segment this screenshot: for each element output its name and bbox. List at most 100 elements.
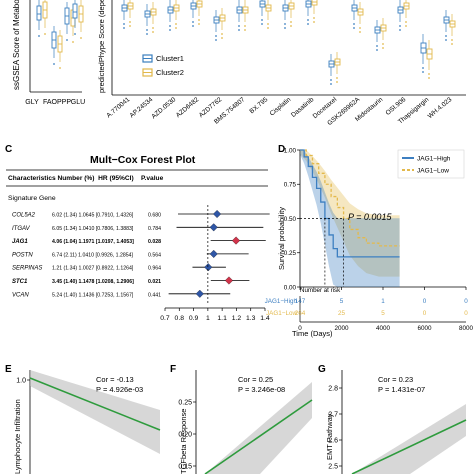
panel-b-outlier — [307, 19, 309, 21]
panel-b-outlier — [129, 21, 131, 23]
forest-gene-label: SERPINAS — [12, 266, 42, 272]
panel-e-ci-band — [30, 370, 160, 454]
panel-e-y-tick-label: 1.0 — [16, 378, 26, 385]
risk-count: 0 — [464, 310, 468, 317]
km-x-tick-label: 4000 — [376, 325, 391, 332]
panel-b-outlier — [284, 27, 286, 29]
panel-b-outlier — [192, 25, 194, 27]
risk-row-label: JAG1−High — [265, 298, 298, 305]
panel-b-outlier — [221, 37, 223, 39]
panel-g-letter: G — [318, 364, 326, 375]
panel-d-letter: D — [278, 144, 285, 155]
risk-count: 25 — [338, 310, 346, 317]
panel-b-outlier — [422, 67, 424, 69]
panel-b-outlier — [313, 21, 315, 23]
panel-b-outlier — [198, 23, 200, 25]
forest-row-pvalue: 0.564 — [148, 252, 161, 258]
panel-b-outlier — [382, 47, 384, 49]
risk-row-label: JAG1−Low — [266, 310, 297, 317]
risk-count: 5 — [381, 310, 385, 317]
panel-b-outlier — [198, 19, 200, 21]
forest-x-tick-label: 1 — [206, 315, 210, 322]
panel-b-outlier — [353, 27, 355, 29]
panel-b-outlier — [353, 23, 355, 25]
panel-b-outlier — [152, 31, 154, 33]
panel-f-p: P = 3.246e-08 — [238, 385, 285, 394]
panel-a-ylabel: ssGSEA Score of Metabolism — [12, 0, 21, 90]
panel-b-outlier — [261, 23, 263, 25]
forest-hr-marker — [224, 276, 233, 285]
forest-hr-marker — [209, 223, 218, 232]
panel-b-outlier — [238, 25, 240, 27]
panel-f-y-tick-label: 0.25 — [178, 400, 192, 407]
km-x-tick-label: 0 — [298, 325, 302, 332]
panel-b-outlier — [405, 25, 407, 27]
forest-hr-marker — [232, 236, 241, 245]
km-high-curve — [300, 149, 400, 258]
panel-b-outlier — [359, 31, 361, 33]
panel-b-outlier — [382, 43, 384, 45]
forest-x-tick-label: 1.4 — [260, 315, 270, 322]
panel-g-y-tick-label: 2.8 — [328, 386, 338, 393]
panel-b-outlier — [451, 39, 453, 41]
panel-e-letter: E — [5, 364, 12, 375]
panel-b-outlier — [307, 23, 309, 25]
panel-c-letter: C — [5, 144, 12, 155]
panel-b-outlier — [422, 71, 424, 73]
panel-g-y-tick-label: 2.6 — [328, 438, 338, 445]
forest-gene-label: STC1 — [12, 279, 28, 285]
panel-b-outlier — [215, 39, 217, 41]
forest-hr-marker — [213, 209, 222, 219]
panel-b-outlier — [146, 29, 148, 31]
panel-f-ci-band — [205, 382, 312, 474]
forest-row-pvalue: 0.964 — [148, 266, 161, 272]
risk-count: 0 — [464, 298, 468, 305]
panel-g-y-tick-label: 2.5 — [328, 464, 338, 471]
panel-b-legend: Cluster1 Cluster2 — [142, 54, 184, 77]
panel-f-letter: F — [170, 364, 176, 375]
panel-b-xlabel: A.770041 — [105, 96, 131, 119]
forest-x-tick-label: 0.7 — [160, 315, 170, 322]
panel-a-xlabel: PPP — [57, 99, 71, 106]
panel-b-outlier — [290, 21, 292, 23]
risk-count: 1 — [381, 298, 385, 305]
panel-b-outlier — [376, 49, 378, 51]
forest-row-pvalue: 0.784 — [148, 226, 161, 232]
panel-b-outlier — [238, 29, 240, 31]
panel-g-p: P = 1.431e-07 — [378, 385, 425, 394]
panel-b-outlier — [290, 25, 292, 27]
panel-b-outlier — [175, 27, 177, 29]
km-y-tick-label: 0.25 — [284, 250, 297, 257]
panel-f-y-tick-label: 0.15 — [178, 464, 192, 471]
panel-c-title: Mult−Cox Forest Plot — [90, 154, 196, 166]
km-x-tick-label: 8000 — [459, 325, 474, 332]
panel-b-xlabel: BX.795 — [248, 96, 269, 115]
panel-d-pvalue: P = 0.0015 — [348, 212, 392, 222]
panel-b-outlier — [169, 25, 171, 27]
panel-b-outlier — [336, 77, 338, 79]
panel-b-xlabel: WH.4.023 — [427, 96, 454, 120]
panel-b-outlier — [313, 17, 315, 19]
legend-jag1-high: JAG1−High — [417, 156, 451, 163]
panel-e-ylabel: Lymphocyte Infiltration — [13, 399, 22, 474]
forest-x-tick-label: 1.2 — [232, 315, 242, 322]
forest-row-stats: 5.24 (1.40) 1.1436 [0.7253, 1.1567] — [52, 292, 134, 298]
panel-a-box — [36, 5, 42, 21]
panel-e-cor: Cor = -0.13 — [96, 375, 134, 384]
panel-b-outlier — [146, 33, 148, 35]
panel-f-fit-line — [204, 399, 313, 474]
panel-b-outlier — [284, 23, 286, 25]
panel-b-outlier — [221, 33, 223, 35]
forest-row-stats: 6.05 (1.34) 1.0410 [0.7806, 1.3883] — [52, 226, 134, 232]
panel-b-outlier — [330, 79, 332, 81]
panel-a-outlier — [74, 33, 76, 35]
km-y-tick-label: 0.00 — [284, 284, 297, 291]
panel-a-outlier — [59, 67, 61, 69]
panel-b: predictedPhype Score (depend Cluster1 Cl… — [97, 0, 466, 127]
panel-a: ssGSEA Score of Metabolism GLY FAO PPP GLU — [12, 0, 85, 106]
km-y-tick-label: 0.50 — [284, 216, 297, 223]
forest-x-tick-label: 1.1 — [217, 315, 227, 322]
forest-row-stats: 3.45 (1.40) 1.1478 [1.0208, 1.2906] — [52, 279, 134, 285]
panel-f: F TGFbeta Response Cor = 0.25 P = 3.246e… — [170, 364, 285, 474]
panel-f-cor: Cor = 0.25 — [238, 375, 273, 384]
